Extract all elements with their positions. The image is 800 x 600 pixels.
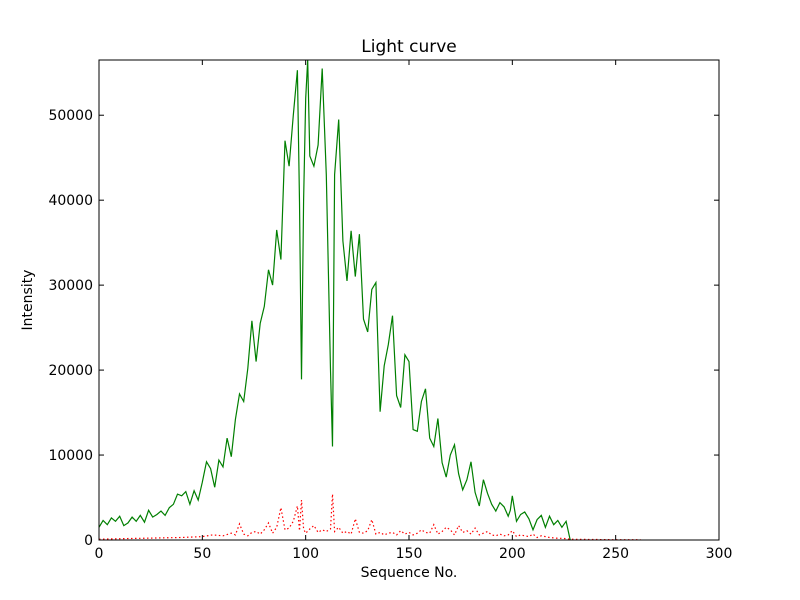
chart-title: Light curve	[361, 37, 456, 57]
series-line-2	[98, 494, 641, 541]
y-axis: 0 10000 20000 30000 40000 50000	[48, 108, 719, 549]
plot-background	[99, 60, 719, 540]
y-axis-label: Intensity	[20, 270, 36, 331]
series-line-1	[98, 59, 571, 541]
y-tick-label: 10000	[48, 448, 93, 464]
x-tick-label: 250	[602, 546, 629, 562]
y-tick-label: 20000	[48, 363, 93, 379]
x-tick-label: 50	[193, 546, 211, 562]
x-tick-label: 200	[499, 546, 526, 562]
y-tick-label: 50000	[48, 108, 93, 124]
x-axis-label: Sequence No.	[361, 565, 458, 581]
x-tick-label: 0	[95, 546, 104, 562]
y-tick-label: 30000	[48, 278, 93, 294]
y-tick-label: 40000	[48, 193, 93, 209]
series-layer	[98, 59, 641, 541]
x-tick-label: 150	[396, 546, 423, 562]
y-tick-label: 0	[84, 533, 93, 549]
x-tick-label: 100	[292, 546, 319, 562]
x-axis: 0 50 100 150 200 250 300	[95, 60, 733, 562]
x-tick-label: 300	[706, 546, 733, 562]
